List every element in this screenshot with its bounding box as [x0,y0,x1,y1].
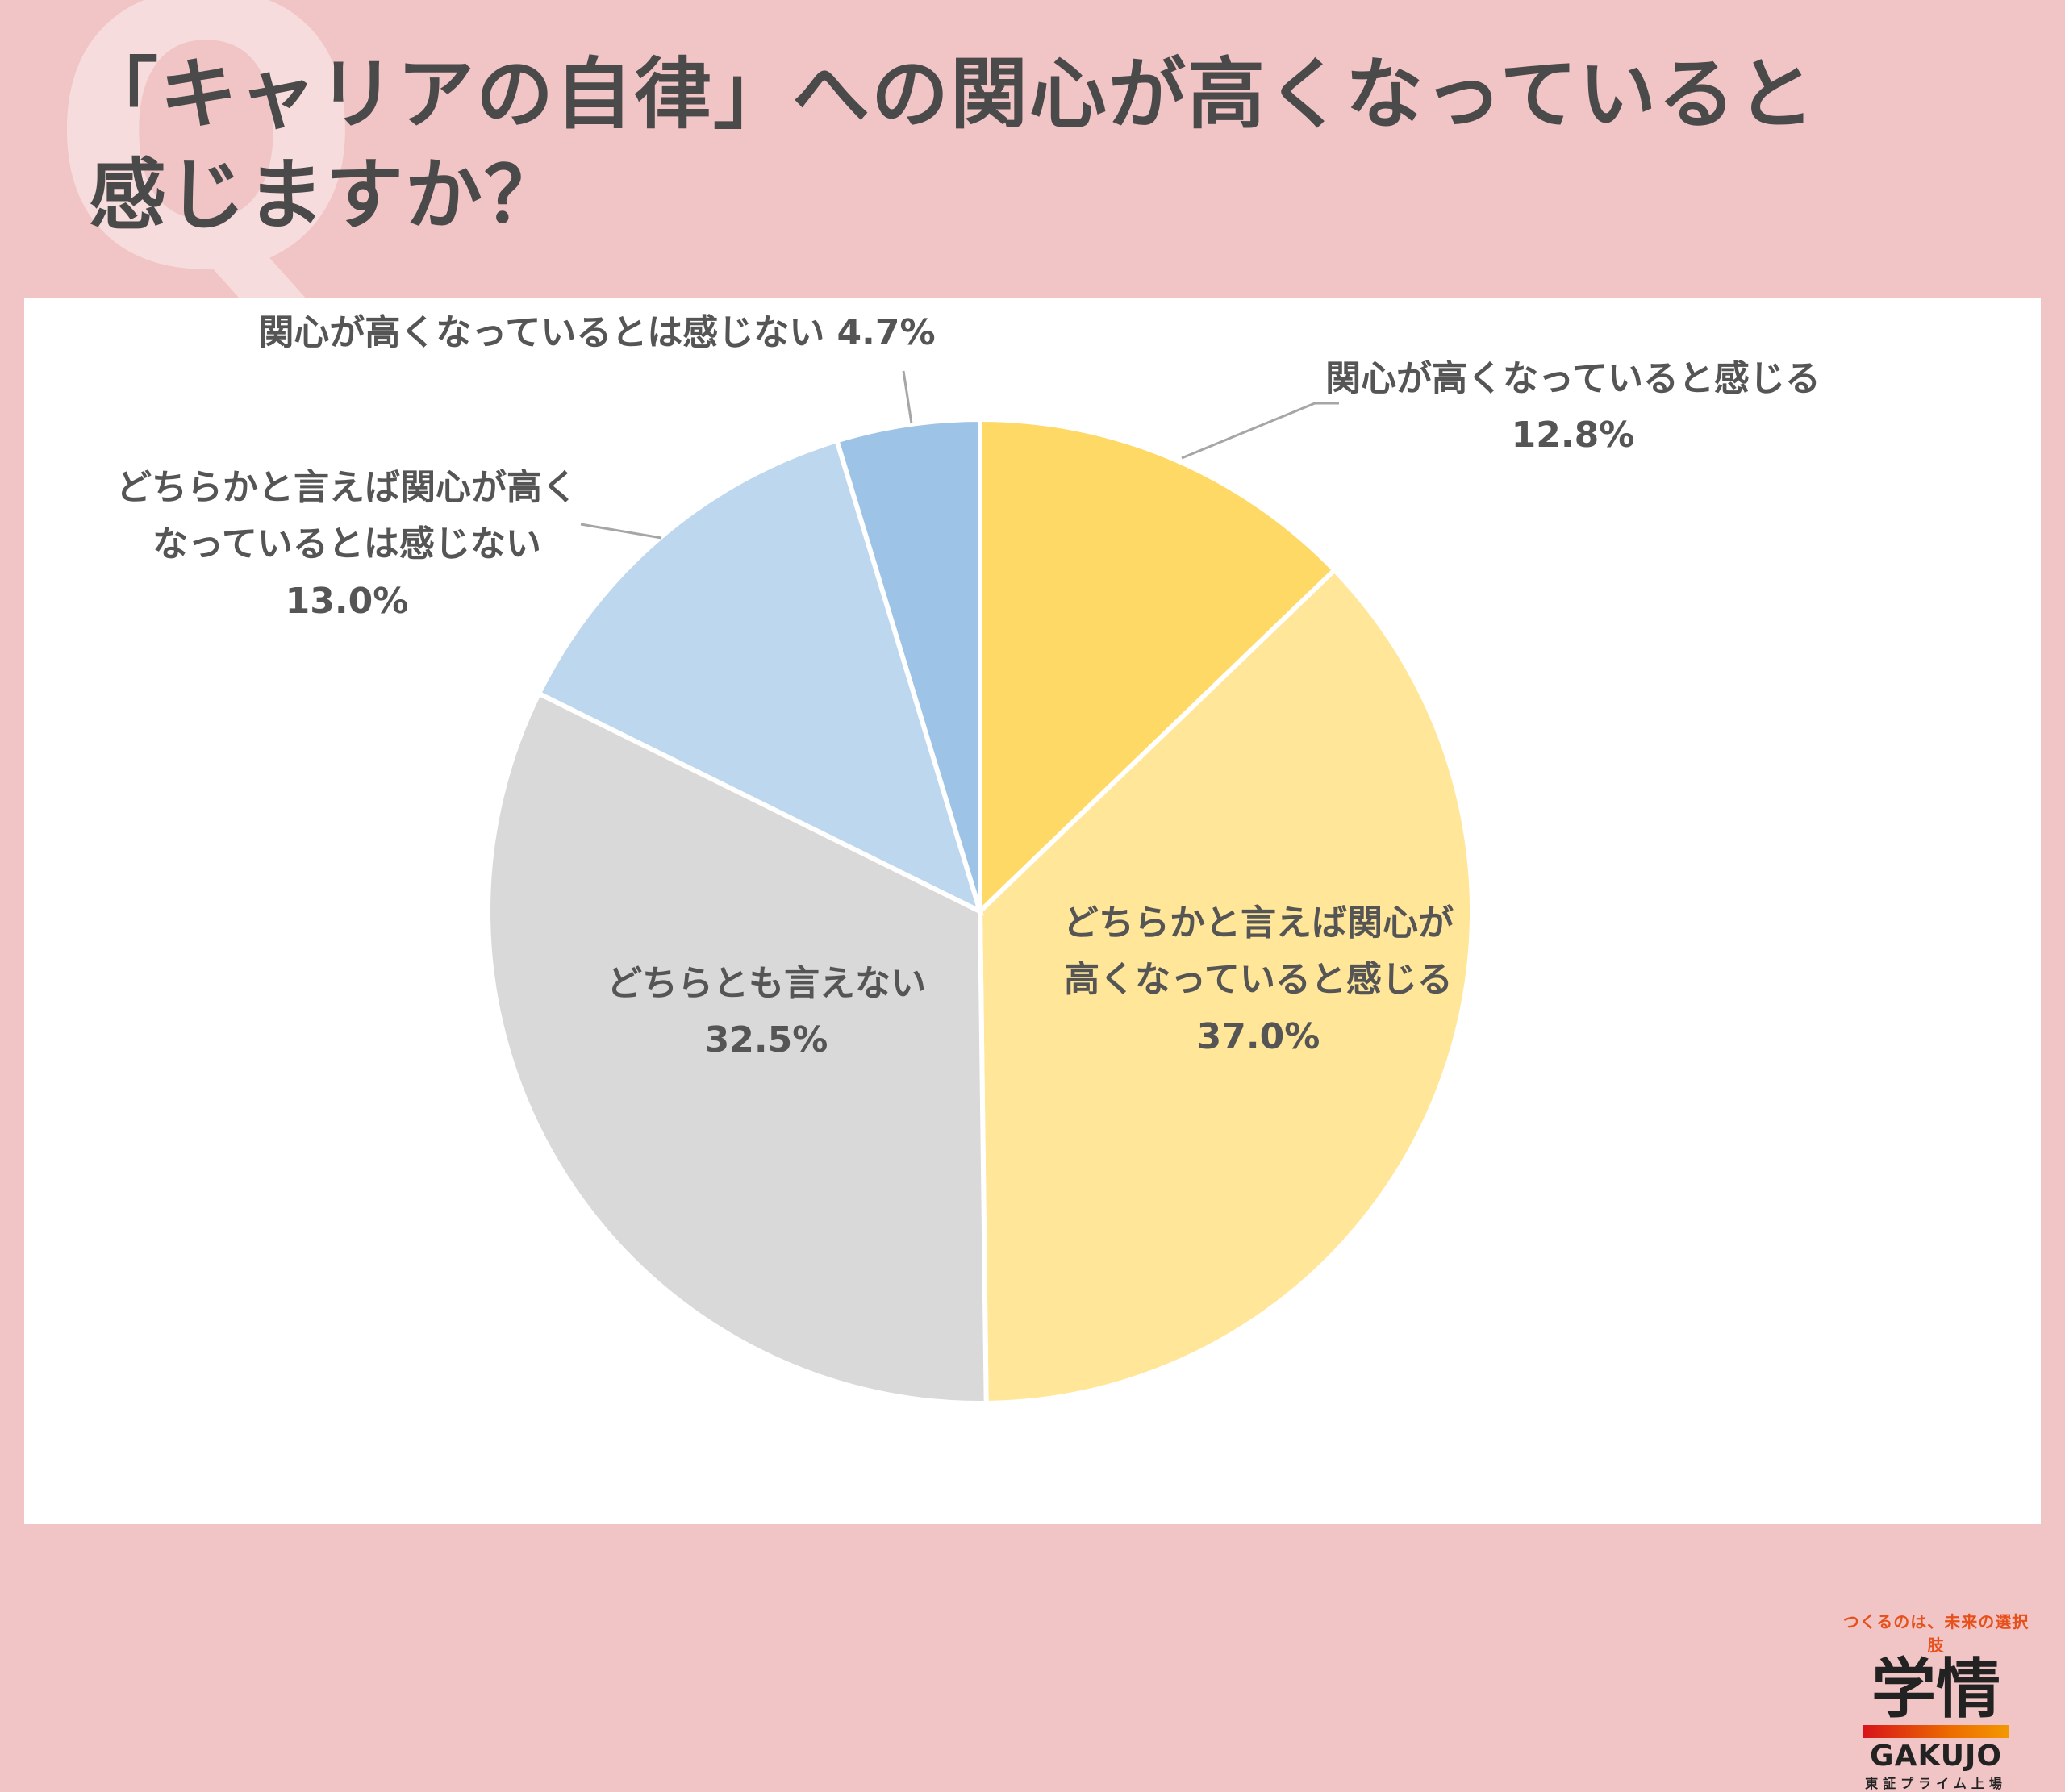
pie-chart [486,370,1475,1406]
label-s4-value: 13.0% [285,580,409,622]
pie-slice-4 [536,437,984,916]
title-line-1: 「キャリアの自律」への関心が高くなっていると [81,49,1817,140]
label-s3-value: 32.5% [704,1019,828,1061]
leader-line-s5 [902,370,913,424]
label-s1-name: 関心が高くなっていると感じる [1325,358,1821,399]
page-title: 「キャリアの自律」への関心が高くなっていると 感じますか？ [81,44,2025,246]
logo-bar [1863,1725,2009,1738]
label-s4: どちらかと言えば関心が高く なっているとは感じない 13.0% [97,460,597,630]
chart-panel: 関心が高くなっていると感じる 12.8% どちらかと言えば関心が 高くなっている… [24,298,2041,1791]
pie-slice-2 [977,566,1475,1406]
gakujo-logo: つくるのは、未来の選択肢 学情 GAKUJO 東証プライム上場 [1839,1609,2033,1792]
q-watermark: Q [48,0,365,352]
logo-kanji: 学情 [1871,1652,2000,1727]
label-s1-value: 12.8% [1511,415,1635,456]
logo-sub: 東証プライム上場 [1865,1776,2007,1791]
logo-tagline: つくるのは、未来の選択肢 [1842,1612,2030,1655]
label-s2-name-1: どちらかと言えば関心が [1063,902,1454,944]
pie-slice-3 [486,690,989,1406]
title-line-2: 感じますか？ [89,149,563,240]
label-s3: どちらとも言えない 32.5% [540,956,992,1069]
label-s2-name-2: 高くなっていると感じる [1064,959,1453,1001]
label-s4-name-1: どちらかと言えば関心が高く [116,467,578,508]
logo-english: GAKUJO [1870,1740,2002,1773]
leader-line-s4 [580,523,662,540]
label-s2: どちらかと言えば関心が 高くなっていると感じる 37.0% [1000,895,1516,1065]
label-s2-value: 37.0% [1196,1015,1320,1057]
label-s1: 関心が高くなっていると感じる 12.8% [1299,351,1847,465]
leader-line-s1 [1181,402,1339,460]
label-s3-name: どちらとも言えない [607,963,926,1004]
label-s5: 関心が高くなっているとは感じない 4.7% [210,305,984,361]
label-s4-name-2: なっているとは感じない [152,523,541,565]
label-s5-name: 関心が高くなっているとは感じない 4.7% [258,312,936,353]
pie-slice-5 [833,416,982,912]
pie-slice-1 [978,416,1338,918]
